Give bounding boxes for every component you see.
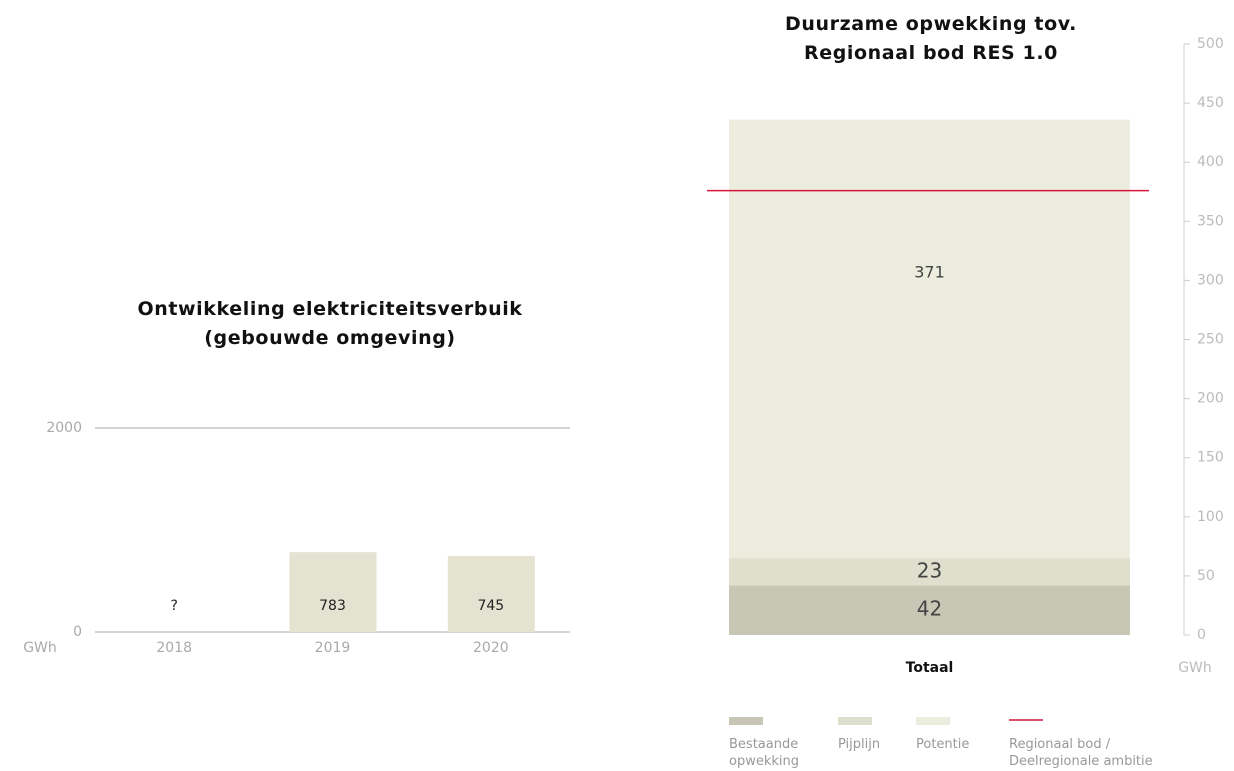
y-tick-label: 250: [1197, 332, 1224, 348]
y-tick-label: 150: [1197, 450, 1224, 466]
y-axis-label: GWh: [1178, 660, 1212, 676]
x-tick-label: Totaal: [906, 660, 954, 676]
y-tick-label: 300: [1197, 272, 1224, 288]
legend-swatch: [838, 717, 872, 725]
y-tick-label: 0: [1197, 627, 1206, 643]
legend-label: Potentie: [916, 737, 970, 752]
x-tick-label: 2019: [315, 640, 351, 656]
y-tick-label: 450: [1197, 95, 1224, 111]
y-tick-label: 400: [1197, 154, 1224, 170]
y-tick-label: 0: [73, 624, 82, 640]
value-label: 23: [917, 558, 942, 582]
legend-label: Bestaande opwekking: [729, 737, 799, 769]
bar: [289, 552, 377, 632]
chart-title: Ontwikkeling elektriciteitsverbuik (gebo…: [137, 298, 523, 349]
legend-swatch: [916, 717, 950, 725]
y-axis-label: GWh: [23, 640, 57, 656]
y-tick-label: 200: [1197, 391, 1224, 407]
bar: [447, 556, 535, 632]
value-label: 371: [914, 263, 945, 282]
value-label: 42: [917, 597, 942, 621]
bar-segment: [729, 585, 1130, 635]
value-label: 783: [319, 598, 346, 614]
y-tick-label: 2000: [46, 420, 82, 436]
y-tick-label: 500: [1197, 36, 1224, 52]
value-label: ?: [170, 598, 177, 614]
value-label: 745: [477, 598, 504, 614]
y-tick-label: 100: [1197, 509, 1224, 525]
x-tick-label: 2020: [473, 640, 509, 656]
legend-swatch: [729, 717, 763, 725]
chart-title: Duurzame opwekking tov. Regionaal bod RE…: [785, 13, 1077, 64]
legend-label: Pijplijn: [838, 737, 881, 752]
bar-segment: [729, 558, 1130, 586]
y-tick-label: 350: [1197, 213, 1224, 229]
y-tick-label: 50: [1197, 568, 1215, 584]
bar-segment: [729, 119, 1130, 559]
legend-label: Regionaal bod / Deelregionale ambitie: [1009, 737, 1153, 769]
x-tick-label: 2018: [156, 640, 192, 656]
